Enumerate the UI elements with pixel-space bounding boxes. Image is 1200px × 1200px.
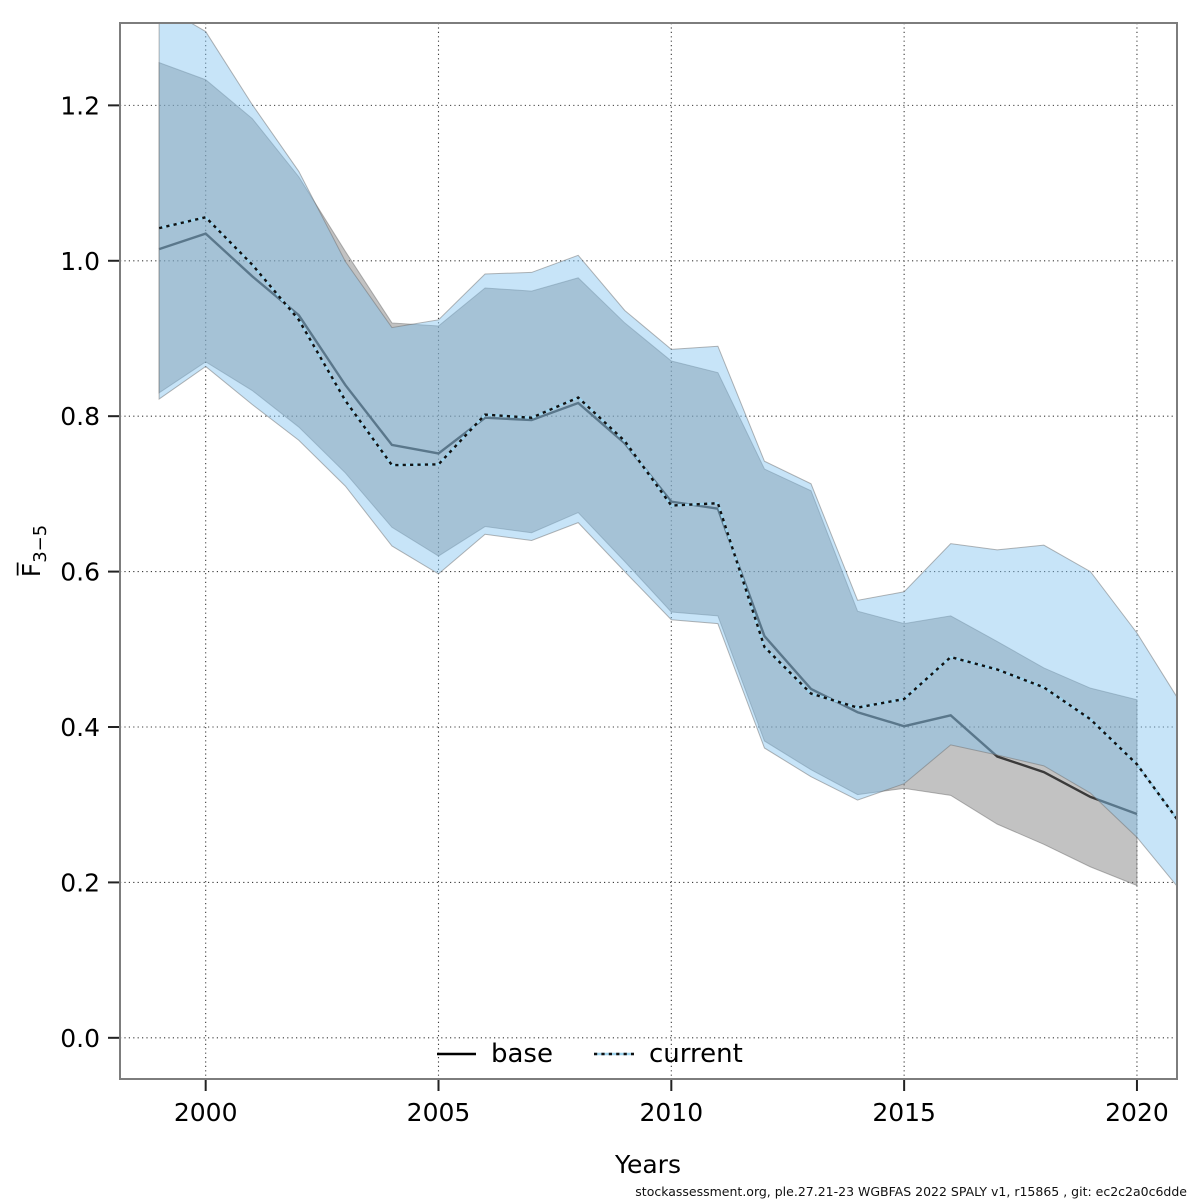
source-caption: stockassessment.org, ple.27.21-23 WGBFAS…: [635, 1184, 1187, 1199]
y-tick-label: 0.0: [60, 1024, 100, 1053]
x-tick-label: 2020: [1105, 1098, 1169, 1127]
legend-item-current: current: [593, 1039, 743, 1069]
y-tick-label: 0.6: [60, 558, 100, 587]
y-axis-label-subscript: 3−5: [30, 524, 51, 563]
x-tick-label: 2015: [872, 1098, 936, 1127]
y-axis-label-main: F̅: [17, 562, 46, 578]
base-line-swatch-icon: [437, 1052, 476, 1056]
legend-label-current: current: [648, 1039, 743, 1069]
legend-item-base: base: [437, 1039, 553, 1069]
y-tick-label: 0.4: [60, 713, 100, 742]
x-tick-label: 2010: [640, 1098, 704, 1127]
y-tick-label: 1.2: [60, 91, 100, 120]
current-line-swatch-icon: [593, 1052, 634, 1056]
x-axis-label: Years: [615, 1150, 681, 1179]
x-tick-label: 2005: [407, 1098, 471, 1127]
plot-border: [119, 22, 1178, 1080]
y-axis-label: F̅3−5: [17, 525, 51, 577]
y-tick-label: 1.0: [60, 247, 100, 276]
current-confidence-band: [158, 23, 1177, 887]
y-tick-label: 0.8: [60, 402, 100, 431]
legend: base current: [437, 1039, 743, 1069]
current-line: [158, 215, 1177, 822]
x-tick-label: 2000: [174, 1098, 238, 1127]
y-tick-label: 0.2: [60, 868, 100, 897]
legend-label-base: base: [491, 1039, 553, 1069]
